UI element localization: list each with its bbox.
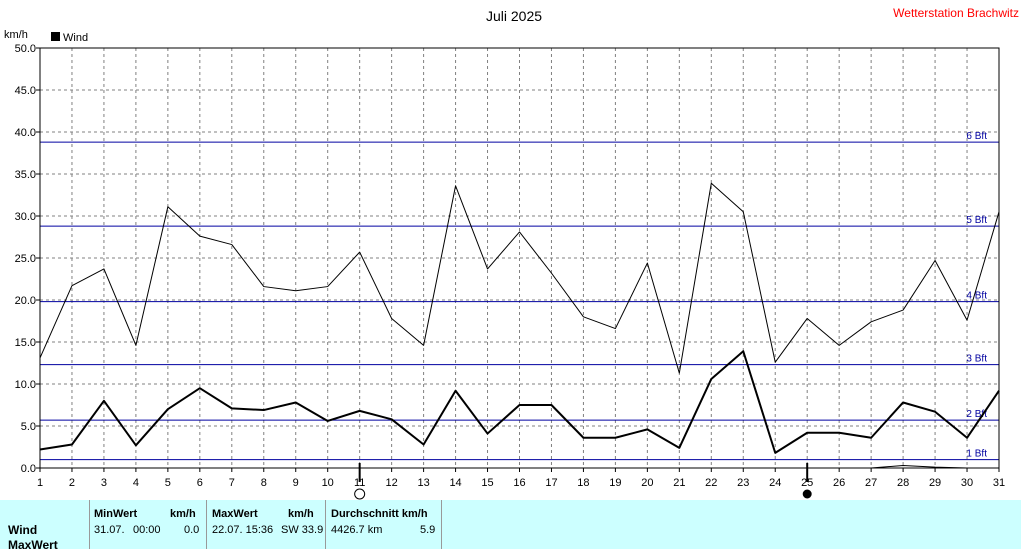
x-tick-label: 22 [705,477,717,489]
chart-title: Juli 2025 [486,8,542,24]
y-tick-label: 25.0 [15,253,36,265]
wind-chart: Juli 2025 Wetterstation Brachwitz km/h W… [4,6,1019,500]
min-header: MinWert [94,508,138,520]
y-tick-label: 40.0 [15,127,36,139]
column-separator [441,500,442,549]
row-label-maxwert: MaxWert [8,538,58,549]
beaufort-label: 1 Bft [966,449,987,460]
station-name: Wetterstation Brachwitz [893,6,1019,20]
column-separator [325,500,326,549]
x-tick-label: 4 [133,477,139,489]
x-tick-label: 12 [386,477,398,489]
y-tick-label: 5.0 [21,421,36,433]
max-direction-value: SW 33.9 [281,524,324,536]
avg-value: 5.9 [420,524,436,536]
x-tick-label: 10 [322,477,334,489]
x-tick-label: 15 [481,477,493,489]
x-tick-label: 31 [993,477,1005,489]
beaufort-label: 6 Bft [966,131,987,142]
x-tick-label: 11 [354,477,365,489]
x-tick-label: 13 [417,477,429,489]
x-tick-label: 27 [865,477,877,489]
min-unit: km/h [170,508,196,520]
row-label-wind: Wind [8,523,38,537]
x-tick-label: 17 [545,477,557,489]
y-tick-label: 35.0 [15,169,36,181]
beaufort-label: 2 Bft [966,409,987,420]
wind-gust-line [39,182,1000,374]
x-tick-label: 8 [261,477,267,489]
beaufort-label: 5 Bft [966,215,987,226]
y-tick-label: 50.0 [15,43,36,55]
beaufort-label: 3 Bft [966,354,987,365]
x-tick-label: 5 [165,477,171,489]
x-tick-label: 23 [737,477,749,489]
new-moon-icon [802,489,812,499]
x-tick-label: 18 [577,477,589,489]
min-date: 31.07. [94,524,125,536]
max-datetime: 22.07. 15:36 [212,524,274,536]
y-tick-label: 15.0 [15,337,36,349]
wind-average-line [39,350,1000,454]
x-tick-label: 7 [229,477,235,489]
max-unit: km/h [288,508,314,520]
beaufort-label: 4 Bft [966,291,987,302]
x-tick-label: 1 [37,477,43,489]
column-separator [89,500,90,549]
statistics-panel: Wind MaxWert MinWert km/h 31.07. 00:00 0… [0,500,1021,549]
x-tick-label: 29 [929,477,941,489]
y-tick-label: 45.0 [15,85,36,97]
full-moon-icon [354,488,366,500]
x-tick-label: 24 [769,477,781,489]
y-tick-label: 20.0 [15,295,36,307]
legend-swatch [51,32,60,41]
avg-header: Durchschnitt km/h [331,508,428,520]
x-tick-label: 30 [961,477,973,489]
y-tick-label: 0.0 [21,463,36,475]
x-tick-label: 14 [449,477,461,489]
x-tick-label: 16 [513,477,525,489]
x-tick-label: 6 [197,477,203,489]
x-tick-label: 9 [293,477,299,489]
x-tick-label: 3 [101,477,107,489]
x-tick-label: 19 [609,477,621,489]
x-tick-label: 26 [833,477,845,489]
x-tick-label: 25 [801,477,813,489]
x-tick-label: 20 [641,477,653,489]
y-unit-label: km/h [4,29,28,41]
column-separator [206,500,207,549]
min-time: 00:00 [133,524,161,536]
x-tick-label: 2 [69,477,75,489]
min-value: 0.0 [184,524,200,536]
legend-label: Wind [63,32,88,44]
plot-frame [39,47,1000,469]
y-tick-label: 10.0 [15,379,36,391]
max-header: MaxWert [212,508,258,520]
y-tick-label: 30.0 [15,211,36,223]
x-tick-label: 28 [897,477,909,489]
avg-distance: 4426.7 km [331,524,383,536]
x-tick-label: 21 [673,477,685,489]
